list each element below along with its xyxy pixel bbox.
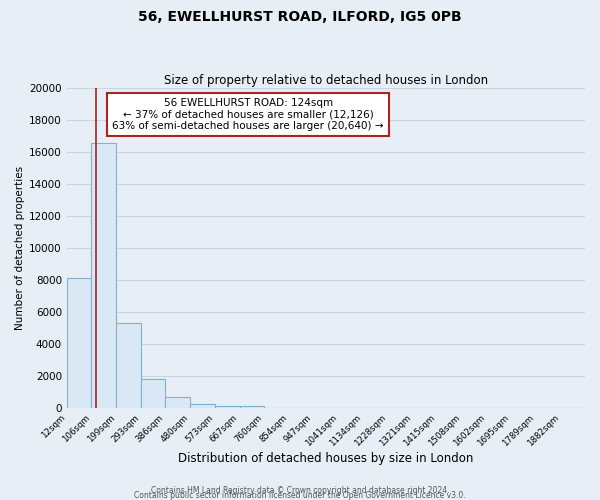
X-axis label: Distribution of detached houses by size in London: Distribution of detached houses by size …	[178, 452, 473, 465]
Title: Size of property relative to detached houses in London: Size of property relative to detached ho…	[164, 74, 488, 87]
Bar	[239, 406, 264, 408]
Y-axis label: Number of detached properties: Number of detached properties	[15, 166, 25, 330]
Bar	[141, 380, 166, 408]
Bar	[91, 142, 116, 408]
Text: Contains public sector information licensed under the Open Government Licence v3: Contains public sector information licen…	[134, 491, 466, 500]
Bar	[166, 397, 190, 408]
Bar	[190, 404, 215, 408]
Text: 56 EWELLHURST ROAD: 124sqm
← 37% of detached houses are smaller (12,126)
63% of : 56 EWELLHURST ROAD: 124sqm ← 37% of deta…	[112, 98, 384, 131]
Text: Contains HM Land Registry data © Crown copyright and database right 2024.: Contains HM Land Registry data © Crown c…	[151, 486, 449, 495]
Bar	[116, 324, 141, 408]
Bar	[67, 278, 91, 408]
Bar	[215, 406, 239, 408]
Text: 56, EWELLHURST ROAD, ILFORD, IG5 0PB: 56, EWELLHURST ROAD, ILFORD, IG5 0PB	[138, 10, 462, 24]
